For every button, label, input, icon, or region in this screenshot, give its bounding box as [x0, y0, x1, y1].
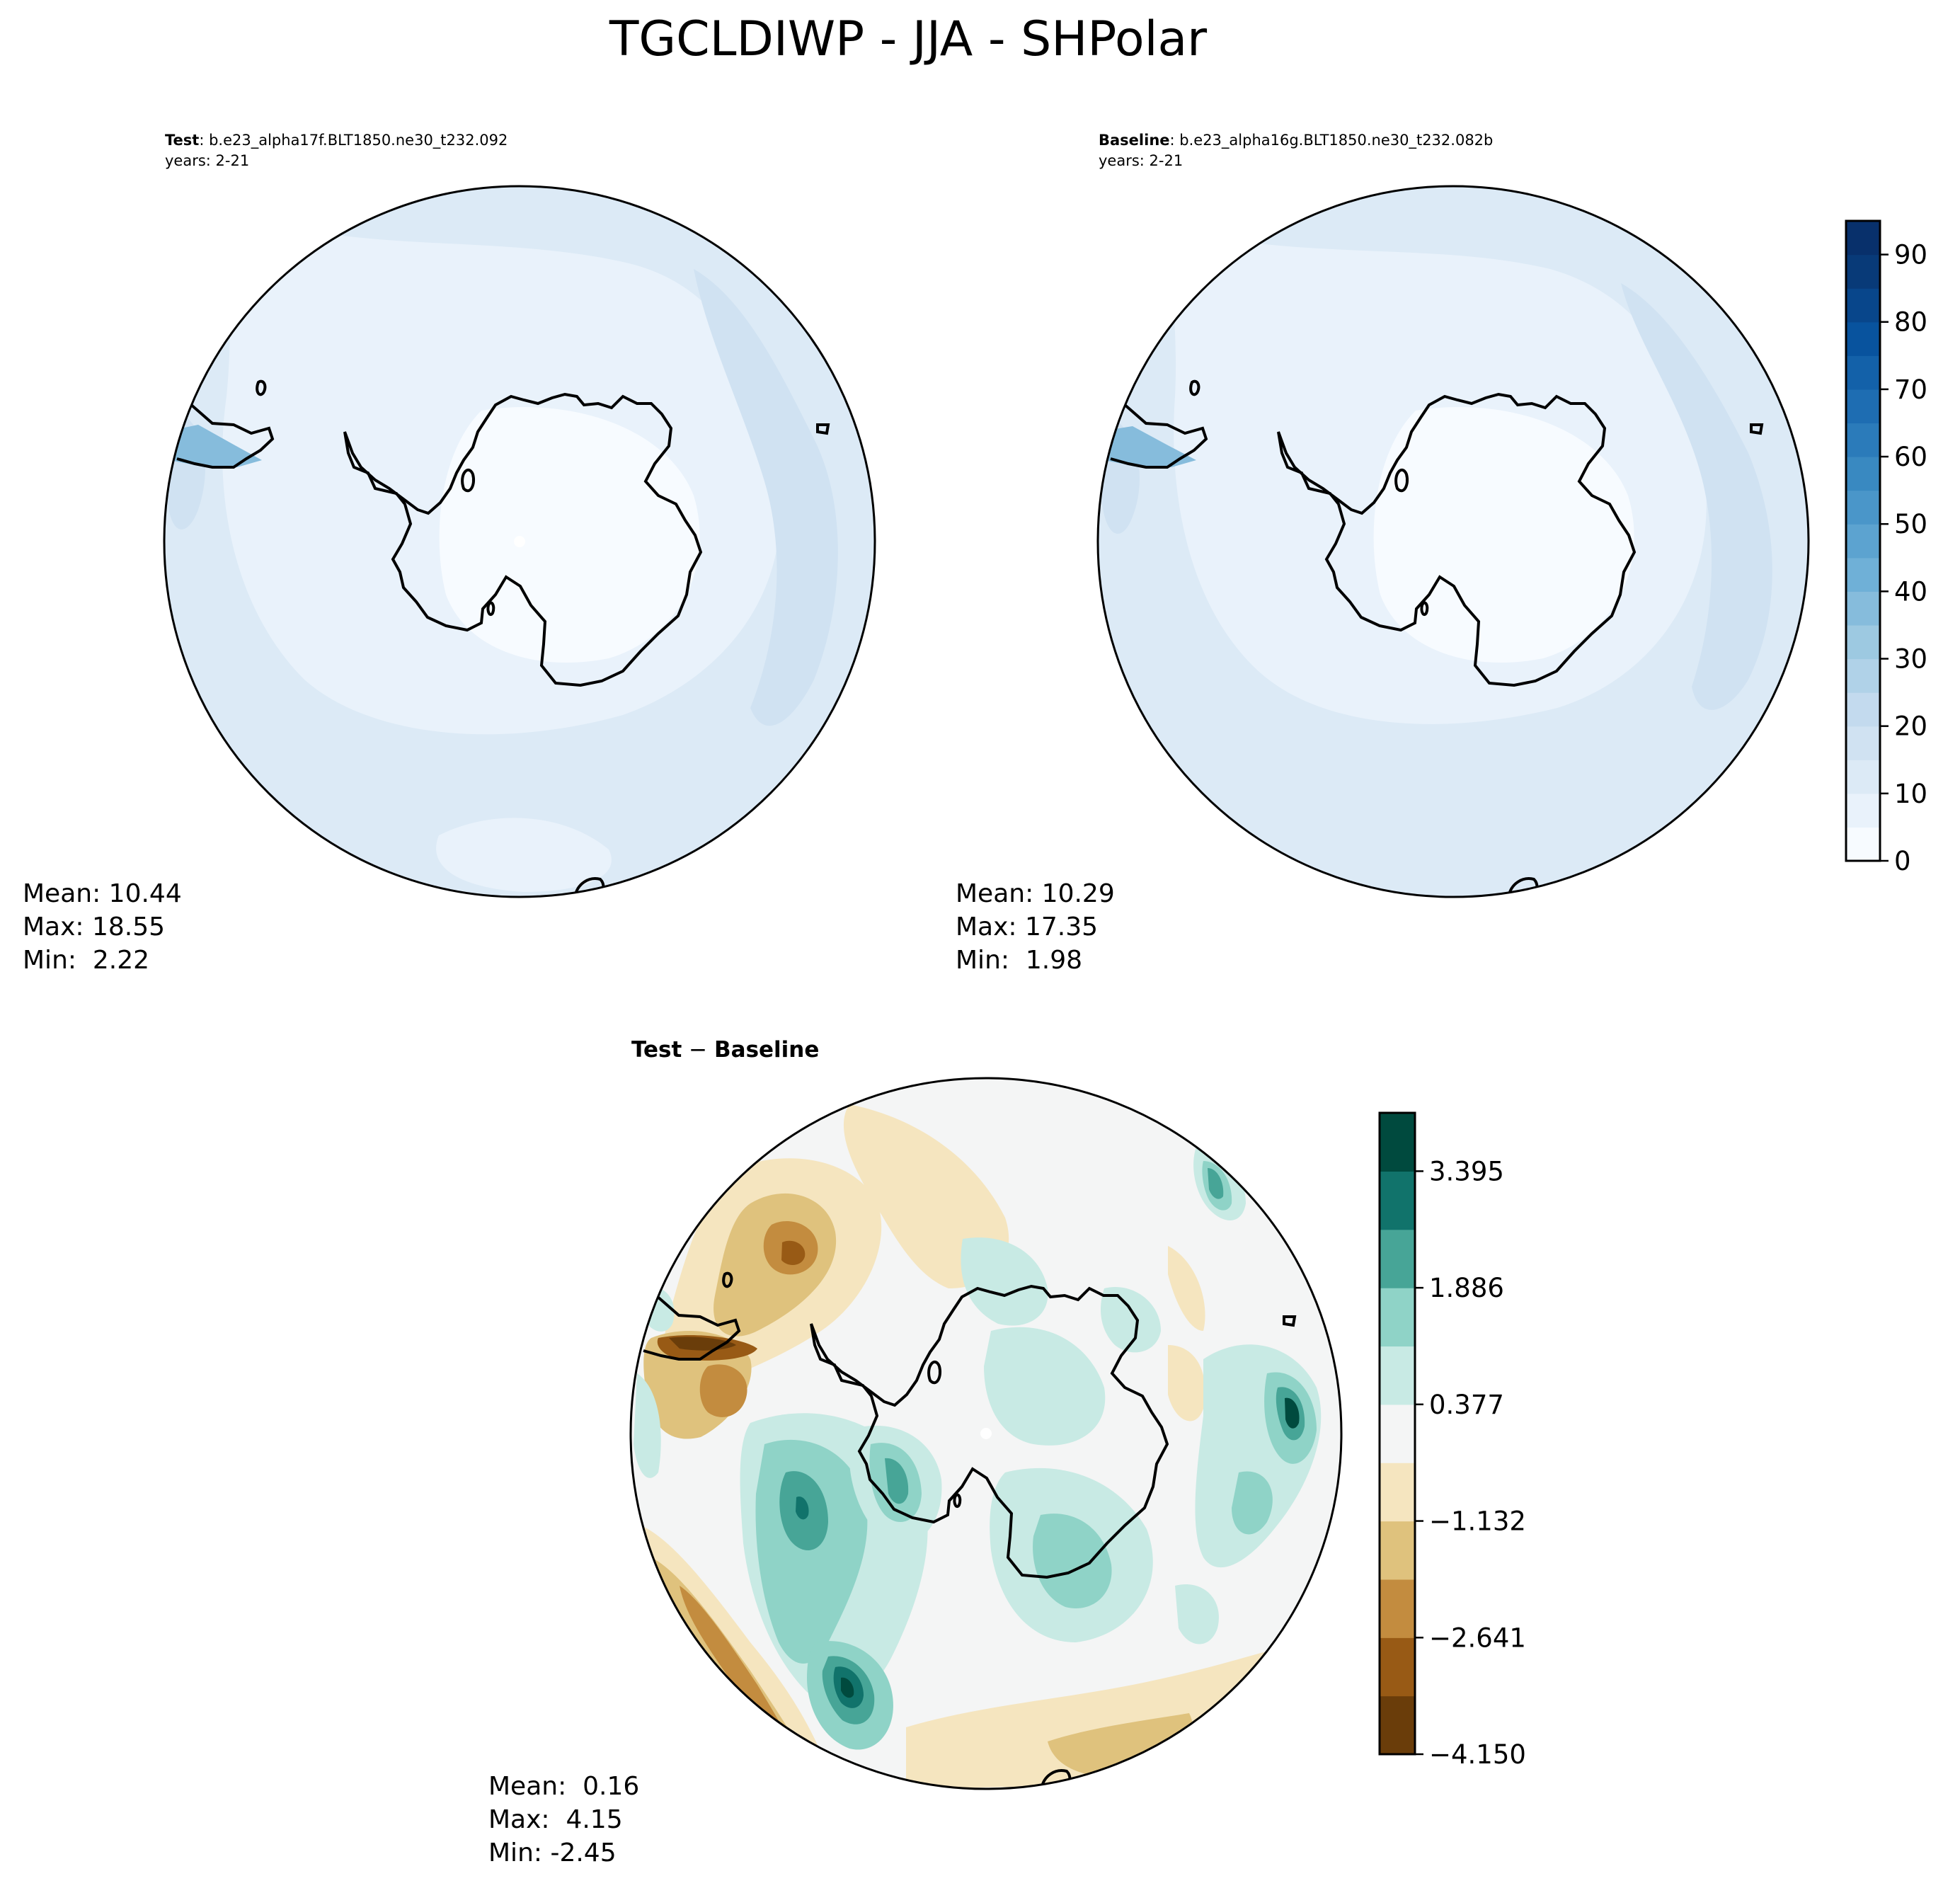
panel-difference-max: Max: 4.15	[488, 1805, 623, 1834]
colorbar-absolute-tick-label: 70	[1894, 374, 1927, 405]
colorbar-absolute-band	[1846, 423, 1880, 457]
panel-baseline-title: Baseline: b.e23_alpha16g.BLT1850.ne30_t2…	[1099, 132, 1493, 149]
colorbar-difference-band	[1380, 1113, 1415, 1172]
panel-baseline-years: years: 2-21	[1099, 152, 1183, 169]
colorbar-difference-tick-label: 1.886	[1429, 1273, 1504, 1303]
colorbar-absolute: 0 10 20 30 40 50 60 70 80 90	[1845, 219, 1927, 876]
colorbar-absolute-band	[1846, 457, 1880, 491]
colorbar-difference-band	[1380, 1404, 1415, 1463]
colorbar-difference-band	[1380, 1637, 1415, 1697]
colorbar-difference-band	[1380, 1579, 1415, 1638]
colorbar-absolute-outline	[1845, 219, 1881, 862]
colorbar-absolute-band	[1846, 624, 1880, 660]
panel-difference-title-test: Test	[631, 1037, 682, 1063]
colorbar-absolute-band	[1846, 760, 1880, 794]
panel-baseline-mean: Mean: 10.29	[956, 879, 1115, 908]
panel-difference: Test − Baseline	[488, 1037, 1343, 1867]
colorbar-absolute-band	[1846, 793, 1880, 828]
colorbar-absolute-band	[1846, 658, 1880, 693]
colorbar-absolute-tick-label: 10	[1894, 779, 1927, 809]
colorbar-difference: −4.150 −2.641 −1.132 0.377 1.886 3.395	[1378, 1111, 1526, 1770]
colorbar-absolute-band	[1846, 557, 1880, 592]
panel-baseline: Baseline: b.e23_alpha16g.BLT1850.ne30_t2…	[956, 132, 1810, 975]
colorbar-absolute-band	[1846, 288, 1880, 323]
colorbar-absolute-tick-label: 80	[1894, 307, 1927, 338]
colorbar-absolute-band	[1846, 524, 1880, 559]
panel-baseline-title-bold: Baseline	[1099, 132, 1170, 149]
colorbar-absolute-tick-label: 0	[1894, 846, 1911, 876]
colorbar-difference-tick-label: 3.395	[1429, 1156, 1504, 1186]
panel-difference-title: Test − Baseline	[631, 1037, 819, 1063]
colorbar-absolute-tick-label: 90	[1894, 240, 1927, 270]
colorbar-absolute-band	[1846, 389, 1880, 424]
colorbar-absolute-tick-label: 40	[1894, 576, 1927, 607]
colorbar-absolute-tick-label: 30	[1894, 644, 1927, 675]
colorbar-difference-band	[1380, 1695, 1415, 1755]
panel-difference-min: Min: -2.45	[488, 1838, 617, 1867]
panel-test-mean: Mean: 10.44	[23, 879, 182, 908]
panel-baseline-boundary	[1096, 185, 1810, 898]
colorbar-absolute-band	[1846, 254, 1880, 289]
colorbar-difference-band	[1380, 1171, 1415, 1230]
panel-baseline-title-case: : b.e23_alpha16g.BLT1850.ne30_t232.082b	[1170, 132, 1494, 149]
panel-test-max: Max: 18.55	[23, 912, 165, 942]
panel-baseline-min: Min: 1.98	[956, 946, 1082, 975]
colorbar-absolute-band	[1846, 221, 1880, 256]
colorbar-absolute-tick-label: 50	[1894, 509, 1927, 539]
panel-test-min: Min: 2.22	[23, 946, 149, 975]
panel-test-stats: Mean: 10.44 Max: 18.55 Min: 2.22	[23, 879, 182, 975]
colorbar-absolute-tick-label: 60	[1894, 442, 1927, 472]
colorbar-difference-tick-label: −1.132	[1429, 1506, 1526, 1537]
panel-difference-mean: Mean: 0.16	[488, 1772, 639, 1801]
colorbar-difference-tick-label: −4.150	[1429, 1739, 1526, 1770]
colorbar-difference-band	[1380, 1521, 1415, 1580]
colorbar-absolute-band	[1846, 490, 1880, 525]
panel-test-boundary	[163, 185, 876, 898]
colorbar-difference-band	[1380, 1229, 1415, 1288]
colorbar-difference-band	[1380, 1463, 1415, 1522]
panel-test-years: years: 2-21	[165, 152, 249, 169]
panel-difference-title-baseline: Baseline	[714, 1037, 819, 1063]
figure-title: TGCLDIWP - JJA - SHPolar	[609, 11, 1207, 67]
colorbar-absolute-band	[1846, 321, 1880, 356]
panel-baseline-map	[1098, 186, 1809, 897]
panel-difference-map	[631, 1078, 1341, 1789]
colorbar-difference-band	[1380, 1346, 1415, 1405]
colorbar-absolute-band	[1846, 827, 1880, 862]
panel-difference-title-sep: −	[682, 1037, 714, 1063]
panel-test: Test: b.e23_alpha17f.BLT1850.ne30_t232.0…	[23, 132, 876, 975]
colorbar-difference-tick-label: −2.641	[1429, 1623, 1526, 1653]
colorbar-difference-tick-label: 0.377	[1429, 1390, 1504, 1420]
panel-test-title-case: : b.e23_alpha17f.BLT1850.ne30_t232.092	[199, 132, 508, 149]
colorbar-absolute-band	[1846, 692, 1880, 727]
colorbar-difference-outline	[1378, 1111, 1416, 1756]
panel-difference-boundary	[629, 1077, 1343, 1790]
panel-baseline-max: Max: 17.35	[956, 912, 1098, 942]
panel-difference-stats: Mean: 0.16 Max: 4.15 Min: -2.45	[488, 1772, 639, 1867]
colorbar-absolute-tick-label: 20	[1894, 711, 1927, 742]
colorbar-difference-band	[1380, 1288, 1415, 1347]
panel-test-title: Test: b.e23_alpha17f.BLT1850.ne30_t232.0…	[165, 132, 508, 149]
colorbar-absolute-band	[1846, 726, 1880, 760]
colorbar-absolute-band	[1846, 591, 1880, 626]
panel-test-map	[164, 186, 875, 897]
colorbar-absolute-band	[1846, 355, 1880, 390]
panel-baseline-stats: Mean: 10.29 Max: 17.35 Min: 1.98	[956, 879, 1115, 975]
panel-test-title-bold: Test	[165, 132, 199, 149]
